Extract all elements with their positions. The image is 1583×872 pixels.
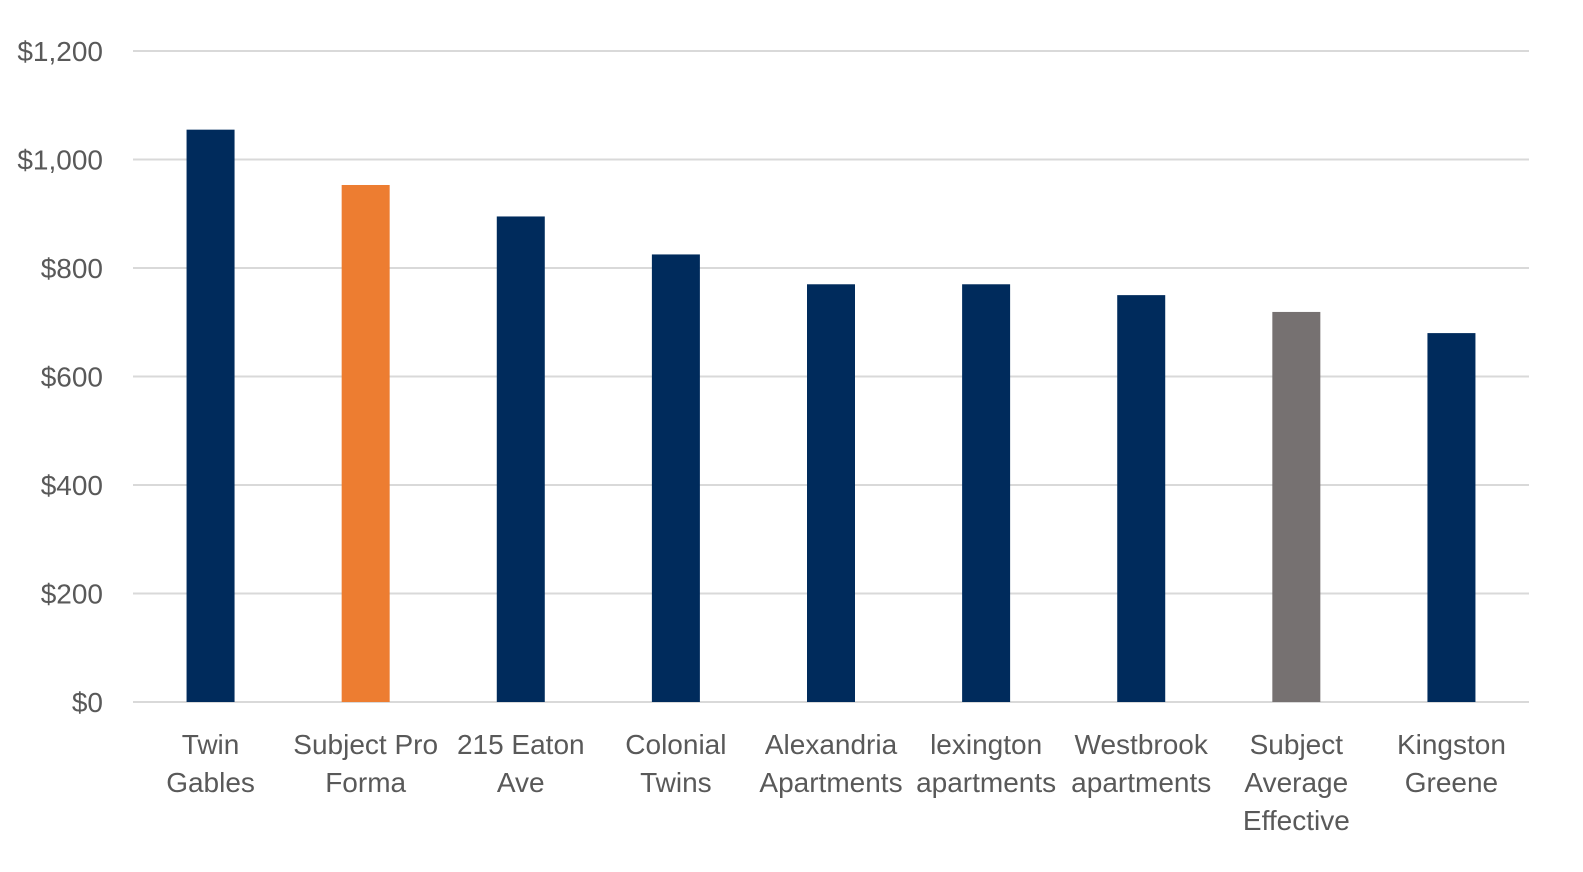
x-tick-label-line: Forma [325,767,406,798]
x-tick-label: Alexandria Apartments [759,729,902,798]
x-tick-label-line: lexington [930,729,1042,760]
y-tick-label: $200 [41,579,103,610]
y-tick-label: $1,200 [17,36,103,67]
bar [1117,295,1166,702]
y-tick-label: $400 [41,470,103,501]
x-tick-label: Subject Pro Forma [293,729,438,798]
bar [341,184,390,702]
x-tick-label-line: Twin [182,729,240,760]
y-tick-label: $800 [41,253,103,284]
x-tick-label-line: 215 Eaton [457,729,585,760]
x-tick-label-line: Apartments [759,767,902,798]
y-tick-label: $0 [72,687,103,718]
y-axis-tick-labels: $0 $200 $400 $600 $800 $1,000 $1,200 [17,36,103,718]
x-tick-label: Subject Average Effective [1243,729,1350,836]
bar [1272,311,1321,702]
x-tick-label-line: Ave [497,767,545,798]
x-tick-label: Twin Gables [166,729,255,798]
bar [651,254,700,702]
x-tick-label-line: Greene [1405,767,1498,798]
x-tick-label: Colonial Twins [625,729,726,798]
x-tick-label-line: Colonial [625,729,726,760]
x-tick-label-line: apartments [1071,767,1211,798]
y-tick-label: $1,000 [17,145,103,176]
x-tick-label-line: Average [1244,767,1348,798]
bar [962,284,1011,702]
y-tick-label: $600 [41,362,103,393]
x-tick-label-line: Effective [1243,805,1350,836]
x-tick-label-line: Gables [166,767,255,798]
x-tick-label: 215 Eaton Ave [457,729,585,798]
x-tick-label: Westbrook apartments [1071,729,1211,798]
bar [496,216,545,702]
bar [807,284,855,702]
bar [1427,333,1476,702]
x-tick-label-line: Subject [1250,729,1344,760]
x-tick-label: lexington apartments [916,729,1056,798]
x-axis-tick-labels: Twin Gables Subject Pro Forma 215 Eaton Ave Co… [166,729,1506,836]
x-tick-label-line: Westbrook [1075,729,1209,760]
x-tick-label-line: Alexandria [765,729,898,760]
x-tick-label-line: Subject Pro [293,729,438,760]
bar [186,129,235,703]
x-tick-label: Kingston Greene [1397,729,1506,798]
x-tick-label-line: apartments [916,767,1056,798]
x-tick-label-line: Kingston [1397,729,1506,760]
bars [186,129,1476,703]
x-tick-label-line: Twins [640,767,712,798]
